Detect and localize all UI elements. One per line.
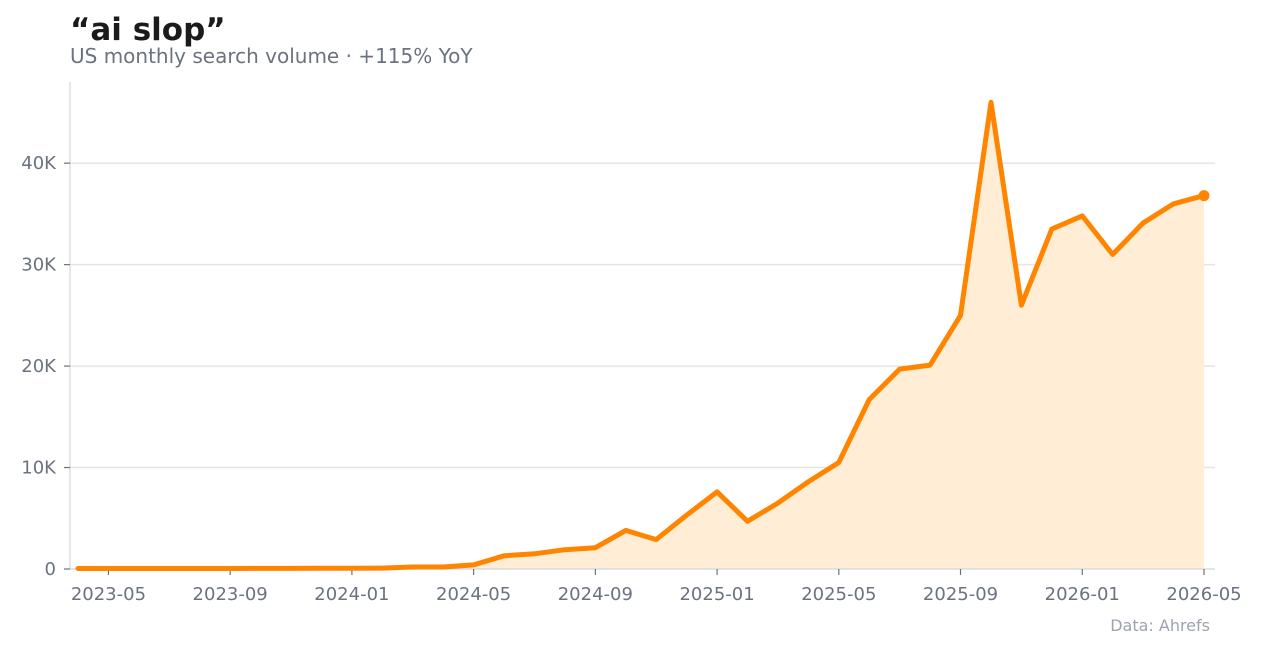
tick-labels: 0 10K 20K 30K 40K 2023-05 2023-09 2024-01 2024-0…: [21, 153, 1241, 605]
area-fill: [78, 102, 1204, 570]
area-fill-layer: [78, 102, 1204, 570]
x-tick-label: 2024-01: [314, 584, 389, 605]
y-tick-label: 20K: [21, 356, 57, 377]
chart-title: “ai slop”: [70, 12, 226, 48]
x-tick-label: 2025-01: [679, 584, 754, 605]
y-tick-label: 30K: [21, 255, 57, 276]
chart-subtitle: US monthly search volume · +115% YoY: [70, 44, 473, 68]
x-tick-label: 2026-05: [1166, 584, 1241, 605]
x-tick-label: 2025-05: [801, 584, 876, 605]
y-tick-label: 10K: [21, 458, 57, 479]
x-tick-label: 2023-09: [193, 584, 268, 605]
x-tick-label: 2026-01: [1045, 584, 1120, 605]
end-point-marker: [1198, 190, 1210, 202]
x-tick-label: 2024-05: [436, 584, 511, 605]
series-line: [75, 99, 1207, 571]
data-source-note: Data: Ahrefs: [1110, 616, 1210, 635]
x-tick-label: 2025-09: [923, 584, 998, 605]
x-tick-label: 2023-05: [71, 584, 146, 605]
series-line-layer: [75, 99, 1210, 571]
y-tick-label: 40K: [21, 153, 57, 174]
x-tick-label: 2024-09: [558, 584, 633, 605]
y-tick-label: 0: [45, 559, 56, 580]
